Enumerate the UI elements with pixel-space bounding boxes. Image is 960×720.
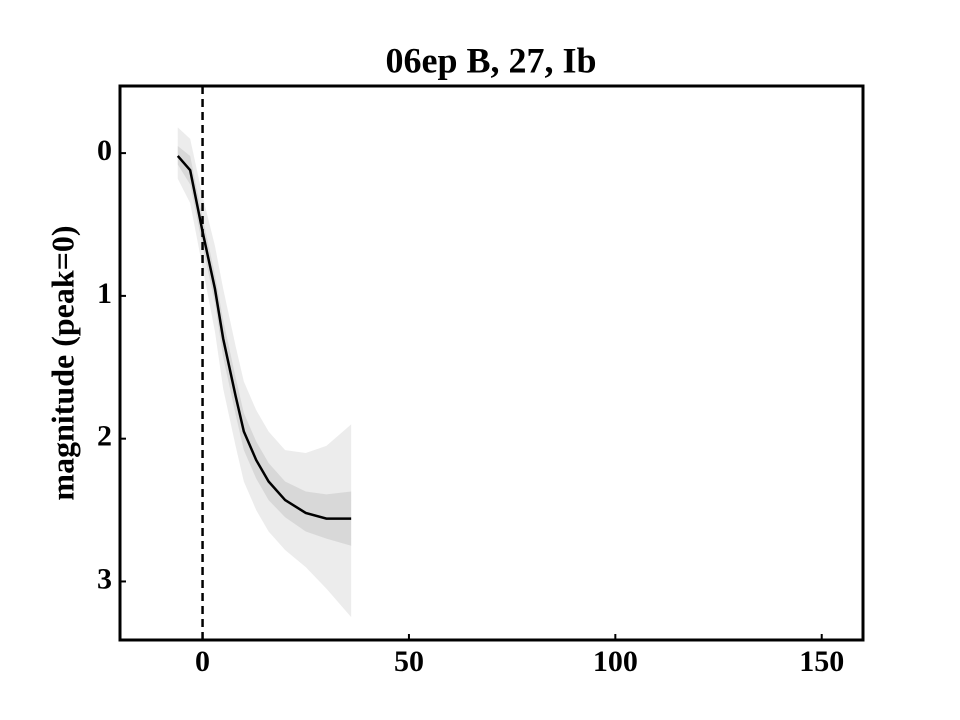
confidence-band — [177, 145, 352, 546]
y-tick-label: 2 — [97, 420, 112, 453]
x-tick-label: 0 — [195, 645, 210, 678]
y-tick-label: 1 — [97, 277, 112, 310]
x-tick-label: 100 — [593, 645, 638, 678]
x-tick-label: 150 — [799, 645, 844, 678]
x-tick-label: 50 — [394, 645, 424, 678]
plot-frame — [118, 84, 865, 642]
y-tick-label: 0 — [97, 134, 112, 167]
y-axis-label: magnitude (peak=0) — [44, 225, 80, 500]
chart-title: 06ep B, 27, Ib — [385, 40, 596, 80]
fit-line — [176, 155, 352, 520]
y-tick-label: 3 — [97, 562, 112, 595]
